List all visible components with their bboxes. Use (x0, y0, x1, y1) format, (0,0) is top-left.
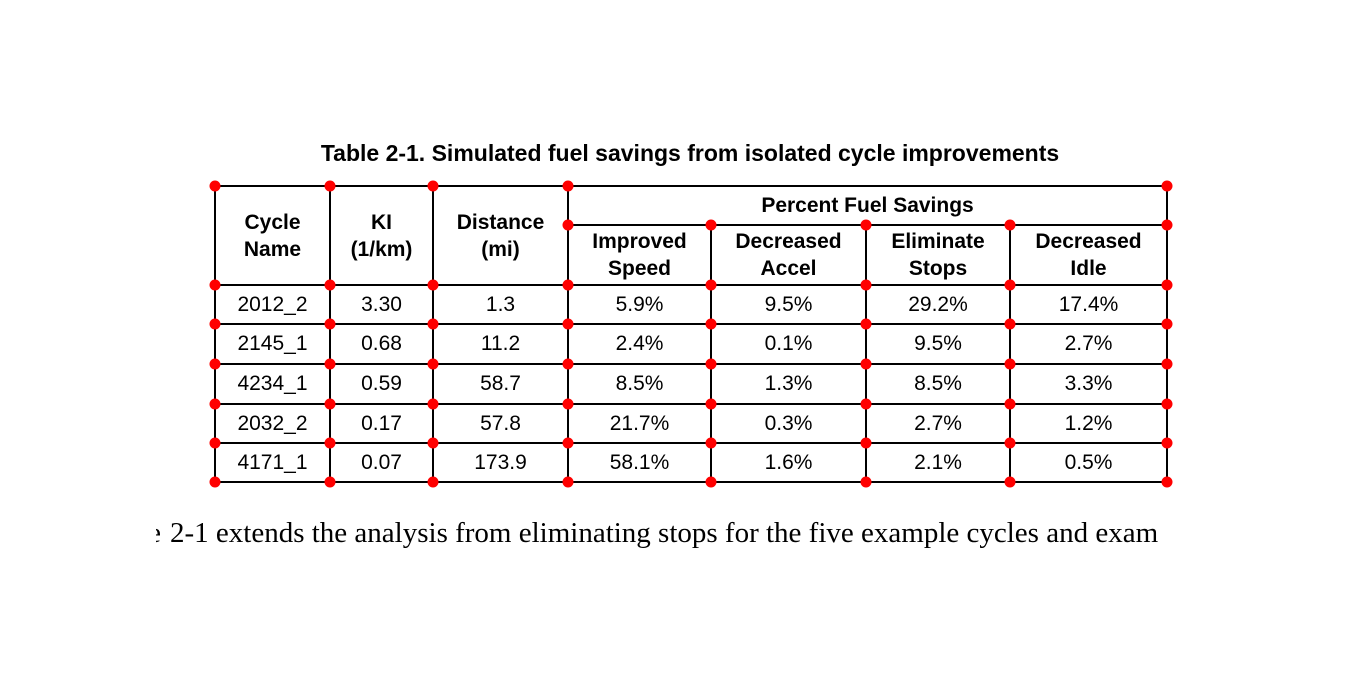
col-header-cycle-name: Cycle Name (214, 185, 331, 286)
table-cell: 57.8 (432, 403, 569, 444)
table-cell: 9.5% (865, 323, 1011, 365)
table-cell: 17.4% (1008, 284, 1169, 325)
table-cell: 2.4% (567, 323, 712, 365)
col-group-header-percent-fuel-savings: Percent Fuel Savings (566, 185, 1169, 226)
col-header-improved-speed: Improved Speed (567, 224, 712, 286)
table-cell: 2032_2 (214, 403, 331, 444)
table-cell: 8.5% (567, 363, 712, 405)
body-text-line: 2-1 extends the analysis from eliminatin… (170, 517, 1159, 549)
table-cell: 9.5% (710, 284, 867, 325)
table-cell: 29.2% (865, 284, 1011, 325)
col-header-eliminate-stops: Eliminate Stops (865, 224, 1011, 286)
table-caption: Table 2-1. Simulated fuel savings from i… (320, 140, 1060, 166)
table-cell: 2145_1 (214, 323, 331, 365)
fuel-savings-table: Cycle Name KI (1/km) Distance (mi) Perce… (214, 185, 1169, 483)
table-cell: 1.3% (710, 363, 867, 405)
table-row: 2032_2 0.17 57.8 21.7% 0.3% 2.7% 1.2% (214, 403, 1169, 444)
col-header-decreased-idle: Decreased Idle (1008, 224, 1169, 286)
table-cell: 8.5% (865, 363, 1011, 405)
table-header-row-2: Improved Speed Decreased Accel Eliminate… (215, 224, 1169, 286)
table-cell: 58.7 (432, 363, 569, 405)
table-cell: 0.5% (1008, 442, 1169, 483)
col-header-ki: KI (1/km) (329, 185, 434, 286)
table-row: 2012_2 3.30 1.3 5.9% 9.5% 29.2% 17.4% (214, 284, 1169, 325)
table-cell: 0.07 (329, 442, 434, 483)
table-row: 4234_1 0.59 58.7 8.5% 1.3% 8.5% 3.3% (214, 363, 1169, 405)
table-cell: 4234_1 (214, 363, 331, 405)
table-cell: 0.59 (329, 363, 434, 405)
table-cell: 11.2 (432, 323, 569, 365)
table-cell: 4171_1 (214, 442, 331, 483)
table-cell: 2.7% (865, 403, 1011, 444)
clipped-word-fragment: e (156, 512, 161, 554)
table-header-row-1: Cycle Name KI (1/km) Distance (mi) Perce… (214, 185, 1169, 286)
table-row: 4171_1 0.07 173.9 58.1% 1.6% 2.1% 0.5% (214, 442, 1169, 483)
table-cell: 0.3% (710, 403, 867, 444)
table-cell: 173.9 (432, 442, 569, 483)
table-cell: 1.2% (1008, 403, 1169, 444)
table-row: 2145_1 0.68 11.2 2.4% 0.1% 9.5% 2.7% (214, 323, 1169, 365)
col-header-decreased-accel: Decreased Accel (710, 224, 867, 286)
table-cell: 2012_2 (214, 284, 331, 325)
table-cell: 3.30 (329, 284, 434, 325)
col-header-distance: Distance (mi) (432, 185, 569, 286)
table-cell: 2.7% (1008, 323, 1169, 365)
table-cell: 58.1% (567, 442, 712, 483)
table-cell: 0.17 (329, 403, 434, 444)
table-cell: 2.1% (865, 442, 1011, 483)
table-cell: 5.9% (567, 284, 712, 325)
table-cell: 0.1% (710, 323, 867, 365)
table-cell: 1.3 (432, 284, 569, 325)
table-cell: 3.3% (1008, 363, 1169, 405)
table-cell: 21.7% (567, 403, 712, 444)
table-cell: 1.6% (710, 442, 867, 483)
table-cell: 0.68 (329, 323, 434, 365)
